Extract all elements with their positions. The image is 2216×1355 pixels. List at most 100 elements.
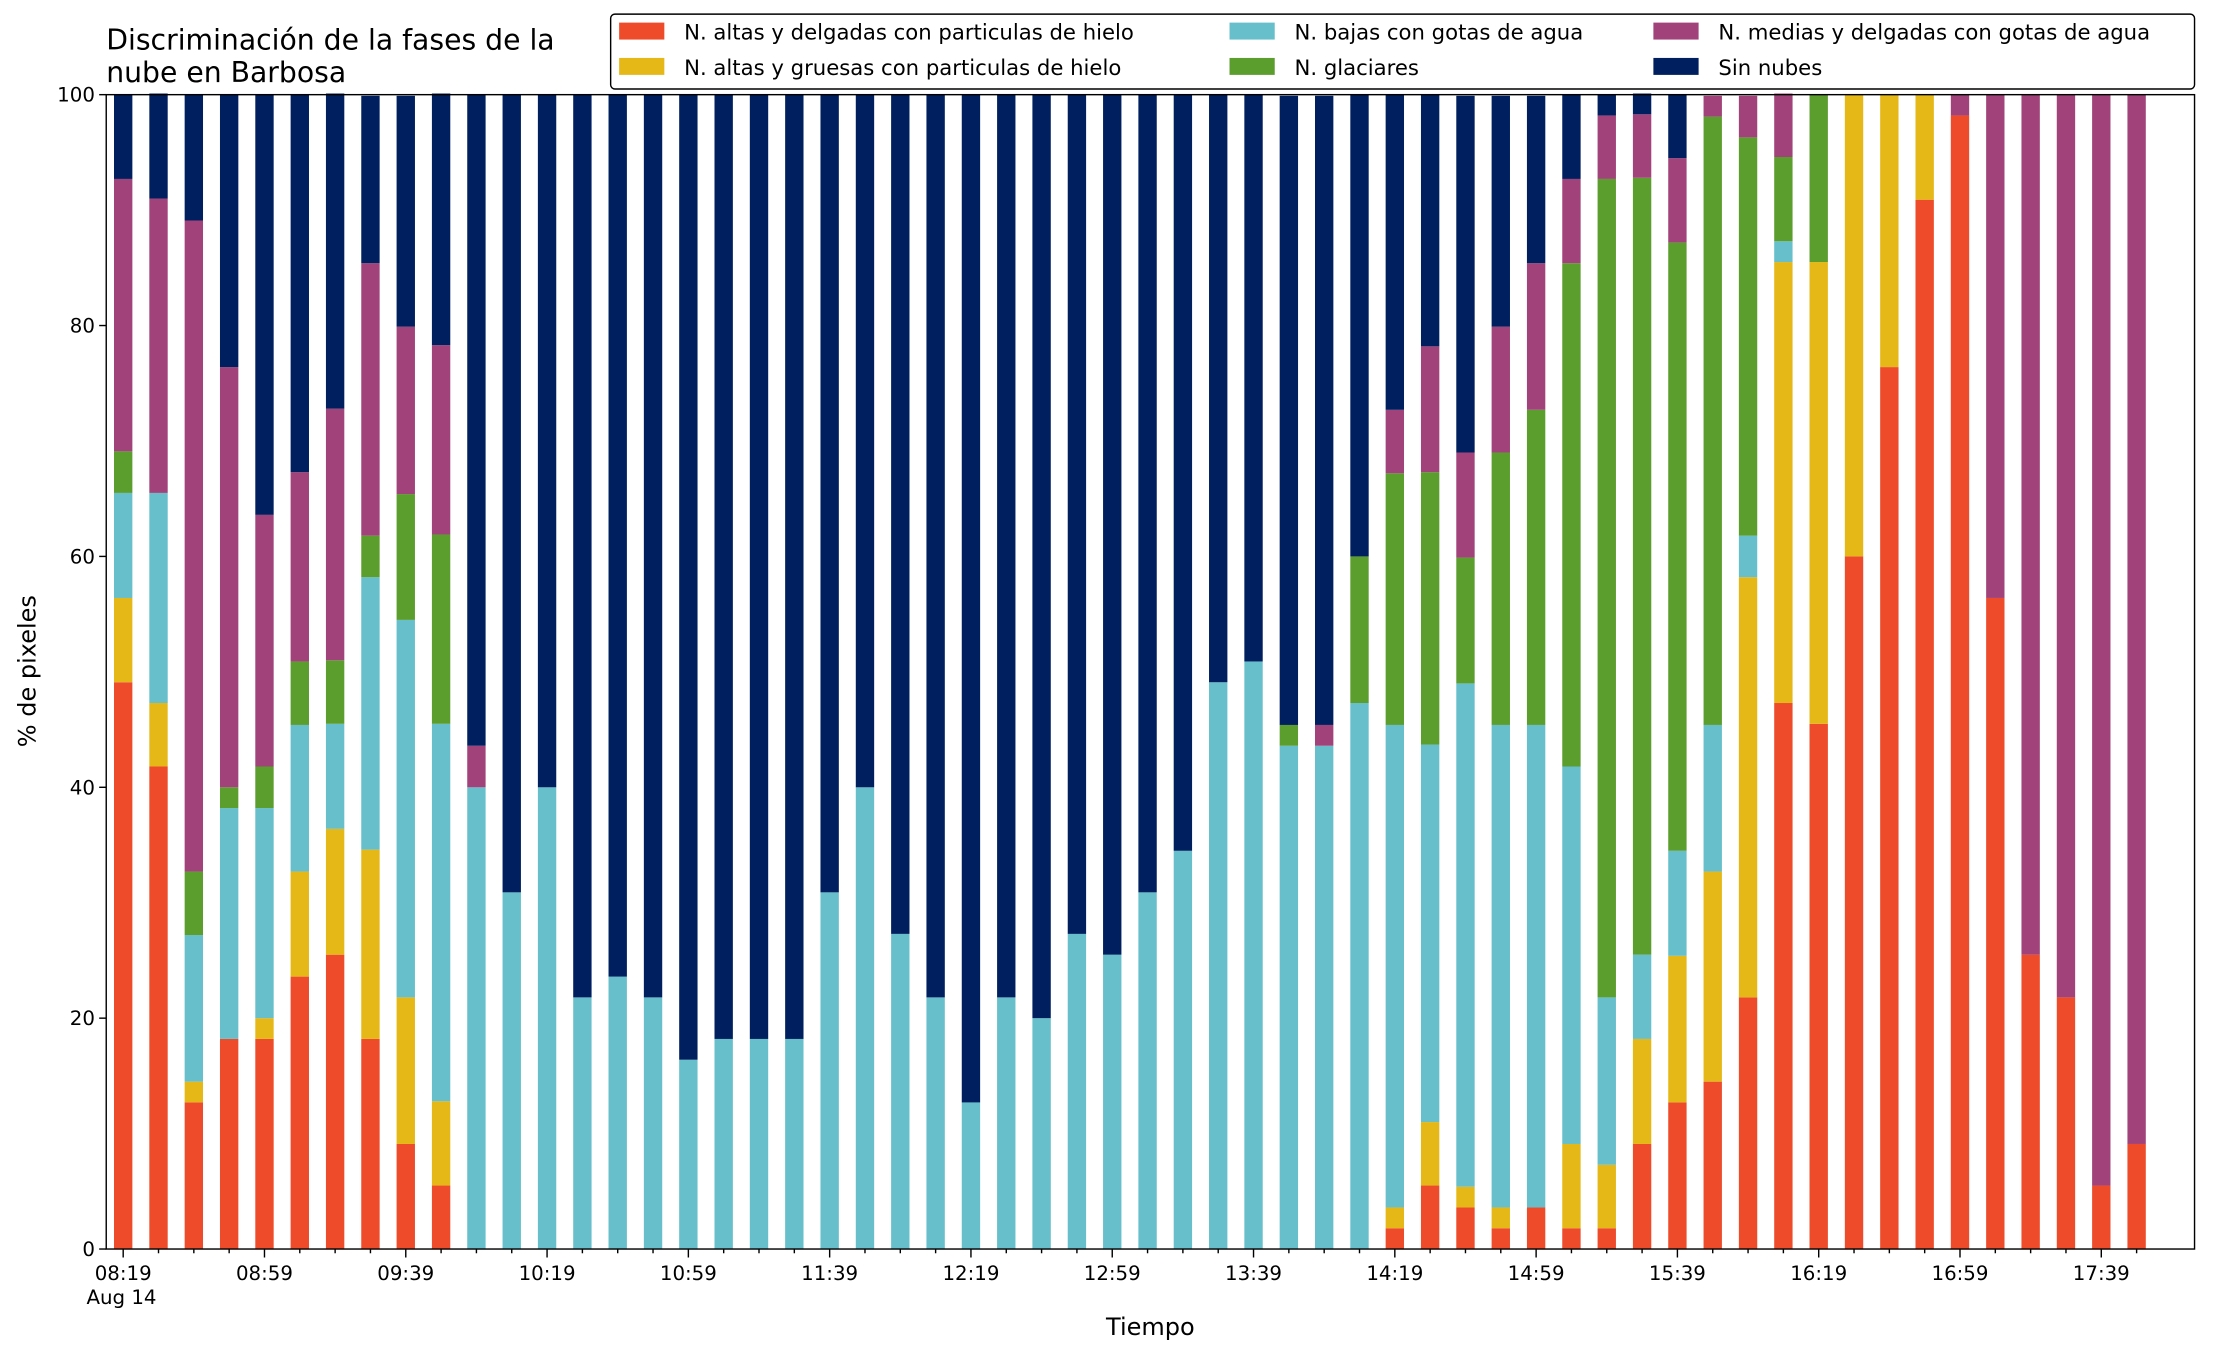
bar-segment xyxy=(431,345,451,535)
bar-segment xyxy=(149,492,168,704)
bar-segment xyxy=(785,94,804,1039)
bar-segment xyxy=(679,1059,698,1250)
bar-segment xyxy=(926,997,945,1250)
legend-label: N. bajas con gotas de agua xyxy=(1295,20,1584,45)
bar-segment xyxy=(1597,1164,1616,1229)
y-axis-label: % de pixeles xyxy=(14,595,42,747)
bar-segment xyxy=(290,472,309,662)
bar-segment xyxy=(114,682,133,1250)
x-tick-label: 08:59 xyxy=(236,1262,293,1285)
bar-segment xyxy=(1738,535,1758,578)
bar-segment xyxy=(114,492,133,598)
bar-segment xyxy=(1880,367,1899,1250)
legend-label: N. glaciares xyxy=(1295,55,1419,80)
bar-segment xyxy=(2092,94,2111,1186)
x-tick-label: 14:59 xyxy=(1508,1262,1565,1285)
bar-segment xyxy=(1138,892,1157,1250)
bar-segment xyxy=(1103,94,1122,955)
bar-segment xyxy=(431,723,451,1102)
bar-segment xyxy=(1526,409,1546,725)
bar-segment xyxy=(1809,94,1828,263)
bar-segment xyxy=(1279,745,1299,1250)
bar-segment xyxy=(149,93,168,199)
bar-segment xyxy=(961,1102,981,1250)
bar-segment xyxy=(1350,556,1369,704)
bar-segment xyxy=(184,1081,204,1103)
bar-segment xyxy=(1703,724,1722,872)
x-tick-label: 15:39 xyxy=(1649,1262,1706,1285)
bar-segment xyxy=(361,849,380,1039)
bar-segment xyxy=(1562,263,1581,767)
bar-segment xyxy=(1491,724,1510,1208)
bar-segment xyxy=(219,1038,239,1250)
bar-segment xyxy=(396,997,415,1144)
bar-segment xyxy=(1668,94,1687,159)
bar-segment xyxy=(361,95,380,264)
legend-swatch xyxy=(619,57,665,75)
bar-segment xyxy=(1032,1018,1051,1250)
bar-segment xyxy=(997,997,1016,1250)
bar-segment xyxy=(537,94,557,788)
bar-segment xyxy=(184,94,204,221)
legend-swatch xyxy=(1653,22,1699,40)
bar-segment xyxy=(1173,94,1193,851)
bar-segment xyxy=(184,935,204,1082)
bar-segment xyxy=(1738,137,1758,536)
bar-segment xyxy=(749,1038,769,1250)
y-tick-label: 0 xyxy=(82,1238,95,1261)
bar-segment xyxy=(820,892,839,1250)
bar-segment xyxy=(1526,95,1546,264)
bar-segment xyxy=(1632,114,1652,178)
bar-segment xyxy=(608,94,627,977)
bar-segment xyxy=(1844,94,1864,557)
bar-segment xyxy=(1314,745,1334,1250)
bar-segment xyxy=(290,724,309,872)
bar-segment xyxy=(1456,1186,1475,1208)
bar-segment xyxy=(1526,724,1546,1208)
bar-segment xyxy=(290,661,309,725)
bar-segment xyxy=(431,534,451,724)
bar-segment xyxy=(1915,94,1934,200)
bar-segment xyxy=(785,1038,804,1250)
bar-segment xyxy=(1632,1038,1652,1144)
y-tick-label: 100 xyxy=(57,84,95,107)
chart-title: Discriminación de la fases de la xyxy=(106,23,554,56)
bar-segment xyxy=(1420,744,1440,1123)
bar-segment xyxy=(714,94,733,1039)
bar-segment xyxy=(255,766,274,809)
bar-segment xyxy=(325,93,345,409)
y-tick-label: 60 xyxy=(70,545,95,568)
bar-segment xyxy=(1385,1207,1405,1229)
bar-segment xyxy=(1703,1081,1722,1250)
bar-segment xyxy=(361,1038,380,1250)
bar-segment xyxy=(219,787,239,809)
bar-segment xyxy=(325,660,345,724)
chart-title: nube en Barbosa xyxy=(106,56,346,89)
bar-segment xyxy=(537,787,557,1250)
bar-segment xyxy=(891,94,910,934)
bar-segment xyxy=(1420,472,1440,745)
bar-segment xyxy=(2021,94,2040,955)
bar-segment xyxy=(502,94,521,893)
bar-segment xyxy=(1774,93,1793,158)
legend-box xyxy=(609,13,2196,90)
bar-segment xyxy=(114,178,133,452)
bar-segment xyxy=(1703,95,1722,117)
legend-swatch xyxy=(1229,22,1275,40)
bar-segment xyxy=(573,94,592,998)
bar-segment xyxy=(1562,1143,1581,1229)
bar-segment xyxy=(1950,94,1970,116)
bar-segment xyxy=(2127,1143,2146,1250)
bar-segment xyxy=(255,808,274,1019)
bar-segment xyxy=(1067,94,1087,934)
bar-segment xyxy=(643,997,663,1250)
bar-segment xyxy=(2056,94,2076,998)
bar-segment xyxy=(2056,997,2076,1250)
bar-segment xyxy=(1562,766,1581,1144)
bar-segment xyxy=(1915,199,1934,1250)
bar-segment xyxy=(467,94,486,746)
bar-segment xyxy=(1491,452,1510,725)
bar-segment xyxy=(325,408,345,661)
